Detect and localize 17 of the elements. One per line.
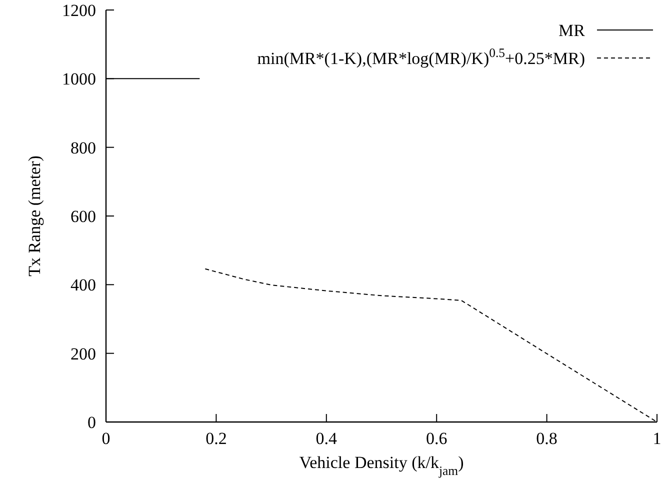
y-tick-label: 600 xyxy=(70,206,96,226)
y-tick-label: 1200 xyxy=(62,0,96,20)
y-axis-title: Tx Range (meter) xyxy=(25,156,44,276)
x-tick-label: 1 xyxy=(652,429,662,448)
x-tick-label: 0.6 xyxy=(426,429,448,448)
x-tick-label: 0.8 xyxy=(536,429,558,448)
x-tick-label: 0.2 xyxy=(206,429,227,448)
y-tick-label: 200 xyxy=(70,344,96,364)
y-tick-label: 0 xyxy=(88,412,96,432)
x-tick-label: 0.4 xyxy=(316,429,338,448)
legend-label: MR xyxy=(558,20,586,40)
y-tick-label: 1000 xyxy=(62,70,96,89)
x-tick-label: 0 xyxy=(102,429,110,448)
y-tick-label: 400 xyxy=(70,276,96,295)
x-axis-title: Vehicle Density (k/k$_{jam}$) xyxy=(299,453,464,478)
y-tick-label: 800 xyxy=(70,138,96,158)
legend-label: min(MR*(1-K),(MR*log(MR)/K)$^{0.5}$+0.25*MR) xyxy=(257,46,585,68)
